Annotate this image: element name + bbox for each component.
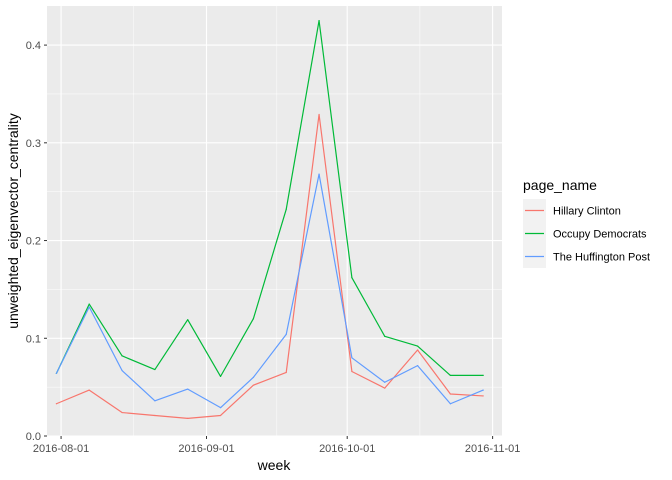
data-point-the-huffington-post <box>416 365 419 367</box>
data-point-the-huffington-post <box>55 372 57 375</box>
data-point-occupy-democrats <box>187 319 189 321</box>
data-point-occupy-democrats <box>449 374 452 377</box>
y-tick-label: 0.2 <box>26 236 41 248</box>
data-point-the-huffington-post <box>88 306 90 308</box>
y-tick-label: 0.1 <box>26 333 41 345</box>
data-point-the-huffington-post <box>252 376 254 378</box>
minor-gridlines <box>47 6 502 436</box>
data-point-the-huffington-post <box>482 389 484 391</box>
data-point-hillary-clinton <box>384 387 386 389</box>
data-point-the-huffington-post <box>285 333 287 335</box>
data-point-hillary-clinton <box>187 417 189 420</box>
data-point-the-huffington-post <box>121 369 123 372</box>
data-point-hillary-clinton <box>285 371 287 374</box>
y-tick-label: 0.3 <box>26 138 41 150</box>
y-tick-label: 0.0 <box>26 431 41 443</box>
data-point-occupy-democrats <box>351 277 353 279</box>
data-point-hillary-clinton <box>416 349 419 351</box>
x-tick-label: 2016-09-01 <box>178 443 234 455</box>
x-tick-label: 2016-08-01 <box>33 443 89 455</box>
data-point-occupy-democrats <box>318 20 320 22</box>
data-point-the-huffington-post <box>384 381 386 383</box>
legend-items: Hillary Clinton Occupy Democrats The Huffi… <box>523 199 650 268</box>
data-point-hillary-clinton <box>482 395 484 397</box>
data-point-the-huffington-post <box>187 388 189 390</box>
x-tick-label: 2016-11-01 <box>465 443 520 455</box>
legend-title: page_name <box>523 177 597 193</box>
data-point-occupy-democrats <box>416 345 419 347</box>
data-point-the-huffington-post <box>318 173 320 175</box>
series-lines <box>55 20 484 420</box>
data-point-occupy-democrats <box>384 335 386 337</box>
x-tick-label: 2016-10-01 <box>319 443 375 455</box>
panel-background <box>47 6 502 436</box>
data-point-hillary-clinton <box>351 370 353 373</box>
y-axis: 0.0 0.1 0.2 0.3 0.4 <box>26 40 47 443</box>
data-point-hillary-clinton <box>55 403 57 405</box>
data-point-occupy-democrats <box>219 375 222 377</box>
data-point-hillary-clinton <box>318 113 320 116</box>
data-point-occupy-democrats <box>482 374 484 377</box>
data-point-the-huffington-post <box>351 357 353 359</box>
data-point-hillary-clinton <box>219 414 222 417</box>
x-axis-title: week <box>257 457 292 473</box>
data-point-hillary-clinton <box>252 384 254 386</box>
legend-label-occupy-democrats: Occupy Democrats <box>553 229 647 241</box>
data-point-occupy-democrats <box>88 303 90 305</box>
x-axis: 2016-08-01 2016-09-01 2016-10-01 2016-11-01 <box>33 436 520 455</box>
data-point-the-huffington-post <box>154 400 156 402</box>
major-gridlines <box>47 6 502 437</box>
data-point-hillary-clinton <box>121 411 123 414</box>
y-axis-title: unweighted_eigenvector_centrality <box>5 113 21 329</box>
series-line-hillary-clinton <box>56 113 484 420</box>
legend-label-the-huffington-post: The Huffington Post <box>553 252 650 264</box>
data-point-occupy-democrats <box>252 318 254 320</box>
data-point-the-huffington-post <box>219 407 222 409</box>
y-tick-label: 0.4 <box>26 40 41 52</box>
data-point-hillary-clinton <box>88 389 90 391</box>
legend-label-hillary-clinton: Hillary Clinton <box>553 206 621 218</box>
data-point-occupy-democrats <box>121 355 123 357</box>
data-point-occupy-democrats <box>285 208 287 210</box>
data-point-occupy-democrats <box>154 368 156 371</box>
data-point-hillary-clinton <box>154 414 156 417</box>
series-line-the-huffington-post <box>55 173 484 409</box>
data-point-the-huffington-post <box>449 403 452 405</box>
series-line-occupy-democrats <box>55 20 484 377</box>
data-point-hillary-clinton <box>449 393 452 395</box>
legend: page_name Hillary Clinton Occupy Democrat… <box>523 177 650 268</box>
